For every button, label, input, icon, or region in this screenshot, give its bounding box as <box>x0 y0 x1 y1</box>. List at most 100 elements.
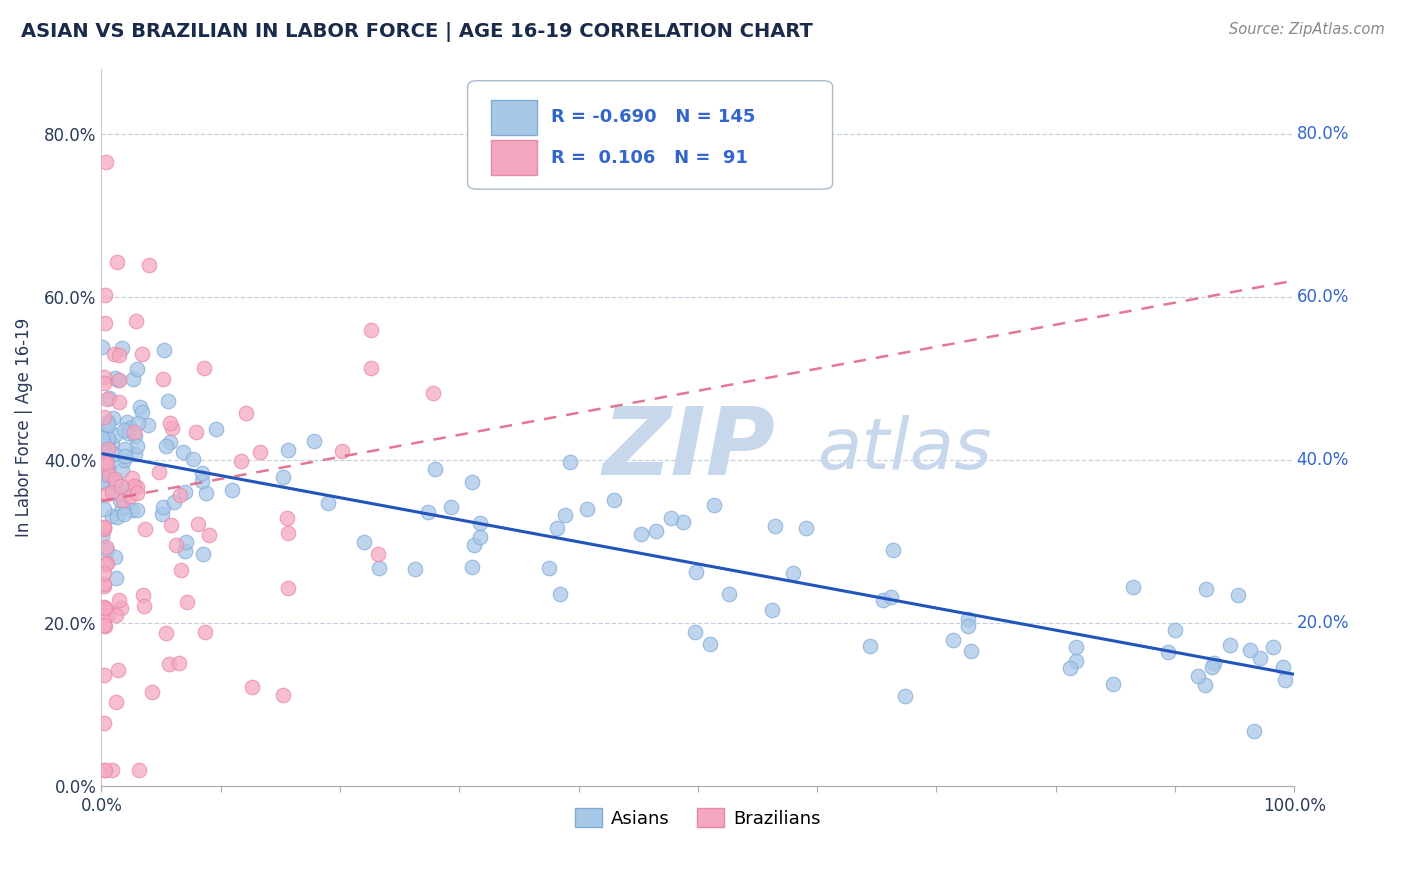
Point <box>97 457 120 471</box>
Point <box>1157 645 1180 659</box>
Point <box>683 625 706 640</box>
Point <box>174 543 197 558</box>
Point <box>554 508 576 522</box>
Point <box>117 423 139 437</box>
Point <box>763 519 786 533</box>
Point <box>97 415 120 429</box>
Point <box>131 347 153 361</box>
Point <box>108 487 131 501</box>
Point <box>468 516 491 531</box>
Legend: Asians, Brazilians: Asians, Brazilians <box>568 801 828 835</box>
Point <box>1059 661 1081 675</box>
Point <box>198 527 221 541</box>
Point <box>112 423 135 437</box>
Point <box>463 538 485 552</box>
Point <box>101 485 124 500</box>
Point <box>1164 624 1187 638</box>
Point <box>121 471 143 485</box>
Point <box>104 428 127 442</box>
Point <box>685 566 707 580</box>
Point <box>90 431 112 445</box>
Point <box>1249 651 1271 665</box>
Point <box>163 495 186 509</box>
Point <box>165 538 187 552</box>
Point <box>141 685 163 699</box>
Point <box>131 405 153 419</box>
Point <box>96 392 118 406</box>
Point <box>93 370 115 384</box>
Point <box>353 535 375 549</box>
Point <box>176 595 198 609</box>
Text: ASIAN VS BRAZILIAN IN LABOR FORCE | AGE 16-19 CORRELATION CHART: ASIAN VS BRAZILIAN IN LABOR FORCE | AGE … <box>21 22 813 42</box>
Point <box>110 479 132 493</box>
Point <box>97 468 120 483</box>
Point <box>93 566 115 581</box>
Point <box>717 587 740 601</box>
Point <box>169 488 191 502</box>
Point <box>404 561 426 575</box>
Point <box>172 445 194 459</box>
Point <box>96 154 118 169</box>
Point <box>277 581 299 595</box>
Point <box>93 316 115 330</box>
Point <box>332 444 354 458</box>
Point <box>221 483 243 497</box>
Point <box>121 372 143 386</box>
Point <box>546 521 568 535</box>
Point <box>93 619 115 633</box>
Point <box>167 657 190 671</box>
Point <box>93 431 115 445</box>
Point <box>127 439 149 453</box>
Point <box>105 509 128 524</box>
Point <box>91 340 114 354</box>
Point <box>360 361 382 376</box>
Point <box>194 485 217 500</box>
Point <box>107 348 129 362</box>
Point <box>93 577 115 591</box>
Point <box>368 561 391 575</box>
Point <box>97 417 120 432</box>
Point <box>125 314 148 328</box>
Point <box>174 484 197 499</box>
FancyBboxPatch shape <box>468 80 832 189</box>
Point <box>249 445 271 459</box>
Point <box>96 459 118 474</box>
Point <box>90 433 112 447</box>
Point <box>183 451 205 466</box>
Point <box>91 528 114 542</box>
Point <box>468 530 491 544</box>
Point <box>191 474 214 488</box>
Point <box>100 437 122 451</box>
Point <box>659 511 682 525</box>
Point <box>271 470 294 484</box>
Point <box>1271 659 1294 673</box>
Point <box>134 522 156 536</box>
Point <box>114 442 136 457</box>
Point <box>107 373 129 387</box>
Point <box>125 362 148 376</box>
Point <box>240 680 263 694</box>
Point <box>761 602 783 616</box>
Point <box>277 442 299 457</box>
Point <box>136 418 159 433</box>
Point <box>957 619 980 633</box>
Point <box>157 393 180 408</box>
Point <box>703 498 725 512</box>
Point <box>104 371 127 385</box>
Text: Source: ZipAtlas.com: Source: ZipAtlas.com <box>1229 22 1385 37</box>
Point <box>630 527 652 541</box>
Point <box>117 425 139 440</box>
Point <box>93 501 115 516</box>
Point <box>271 689 294 703</box>
Point <box>94 601 117 615</box>
Point <box>960 644 983 658</box>
Point <box>1274 673 1296 688</box>
Point <box>91 450 114 465</box>
Point <box>170 563 193 577</box>
Point <box>97 431 120 445</box>
Point <box>110 600 132 615</box>
Point <box>96 556 118 570</box>
Point <box>93 667 115 681</box>
Point <box>882 543 904 558</box>
Point <box>1202 656 1225 670</box>
